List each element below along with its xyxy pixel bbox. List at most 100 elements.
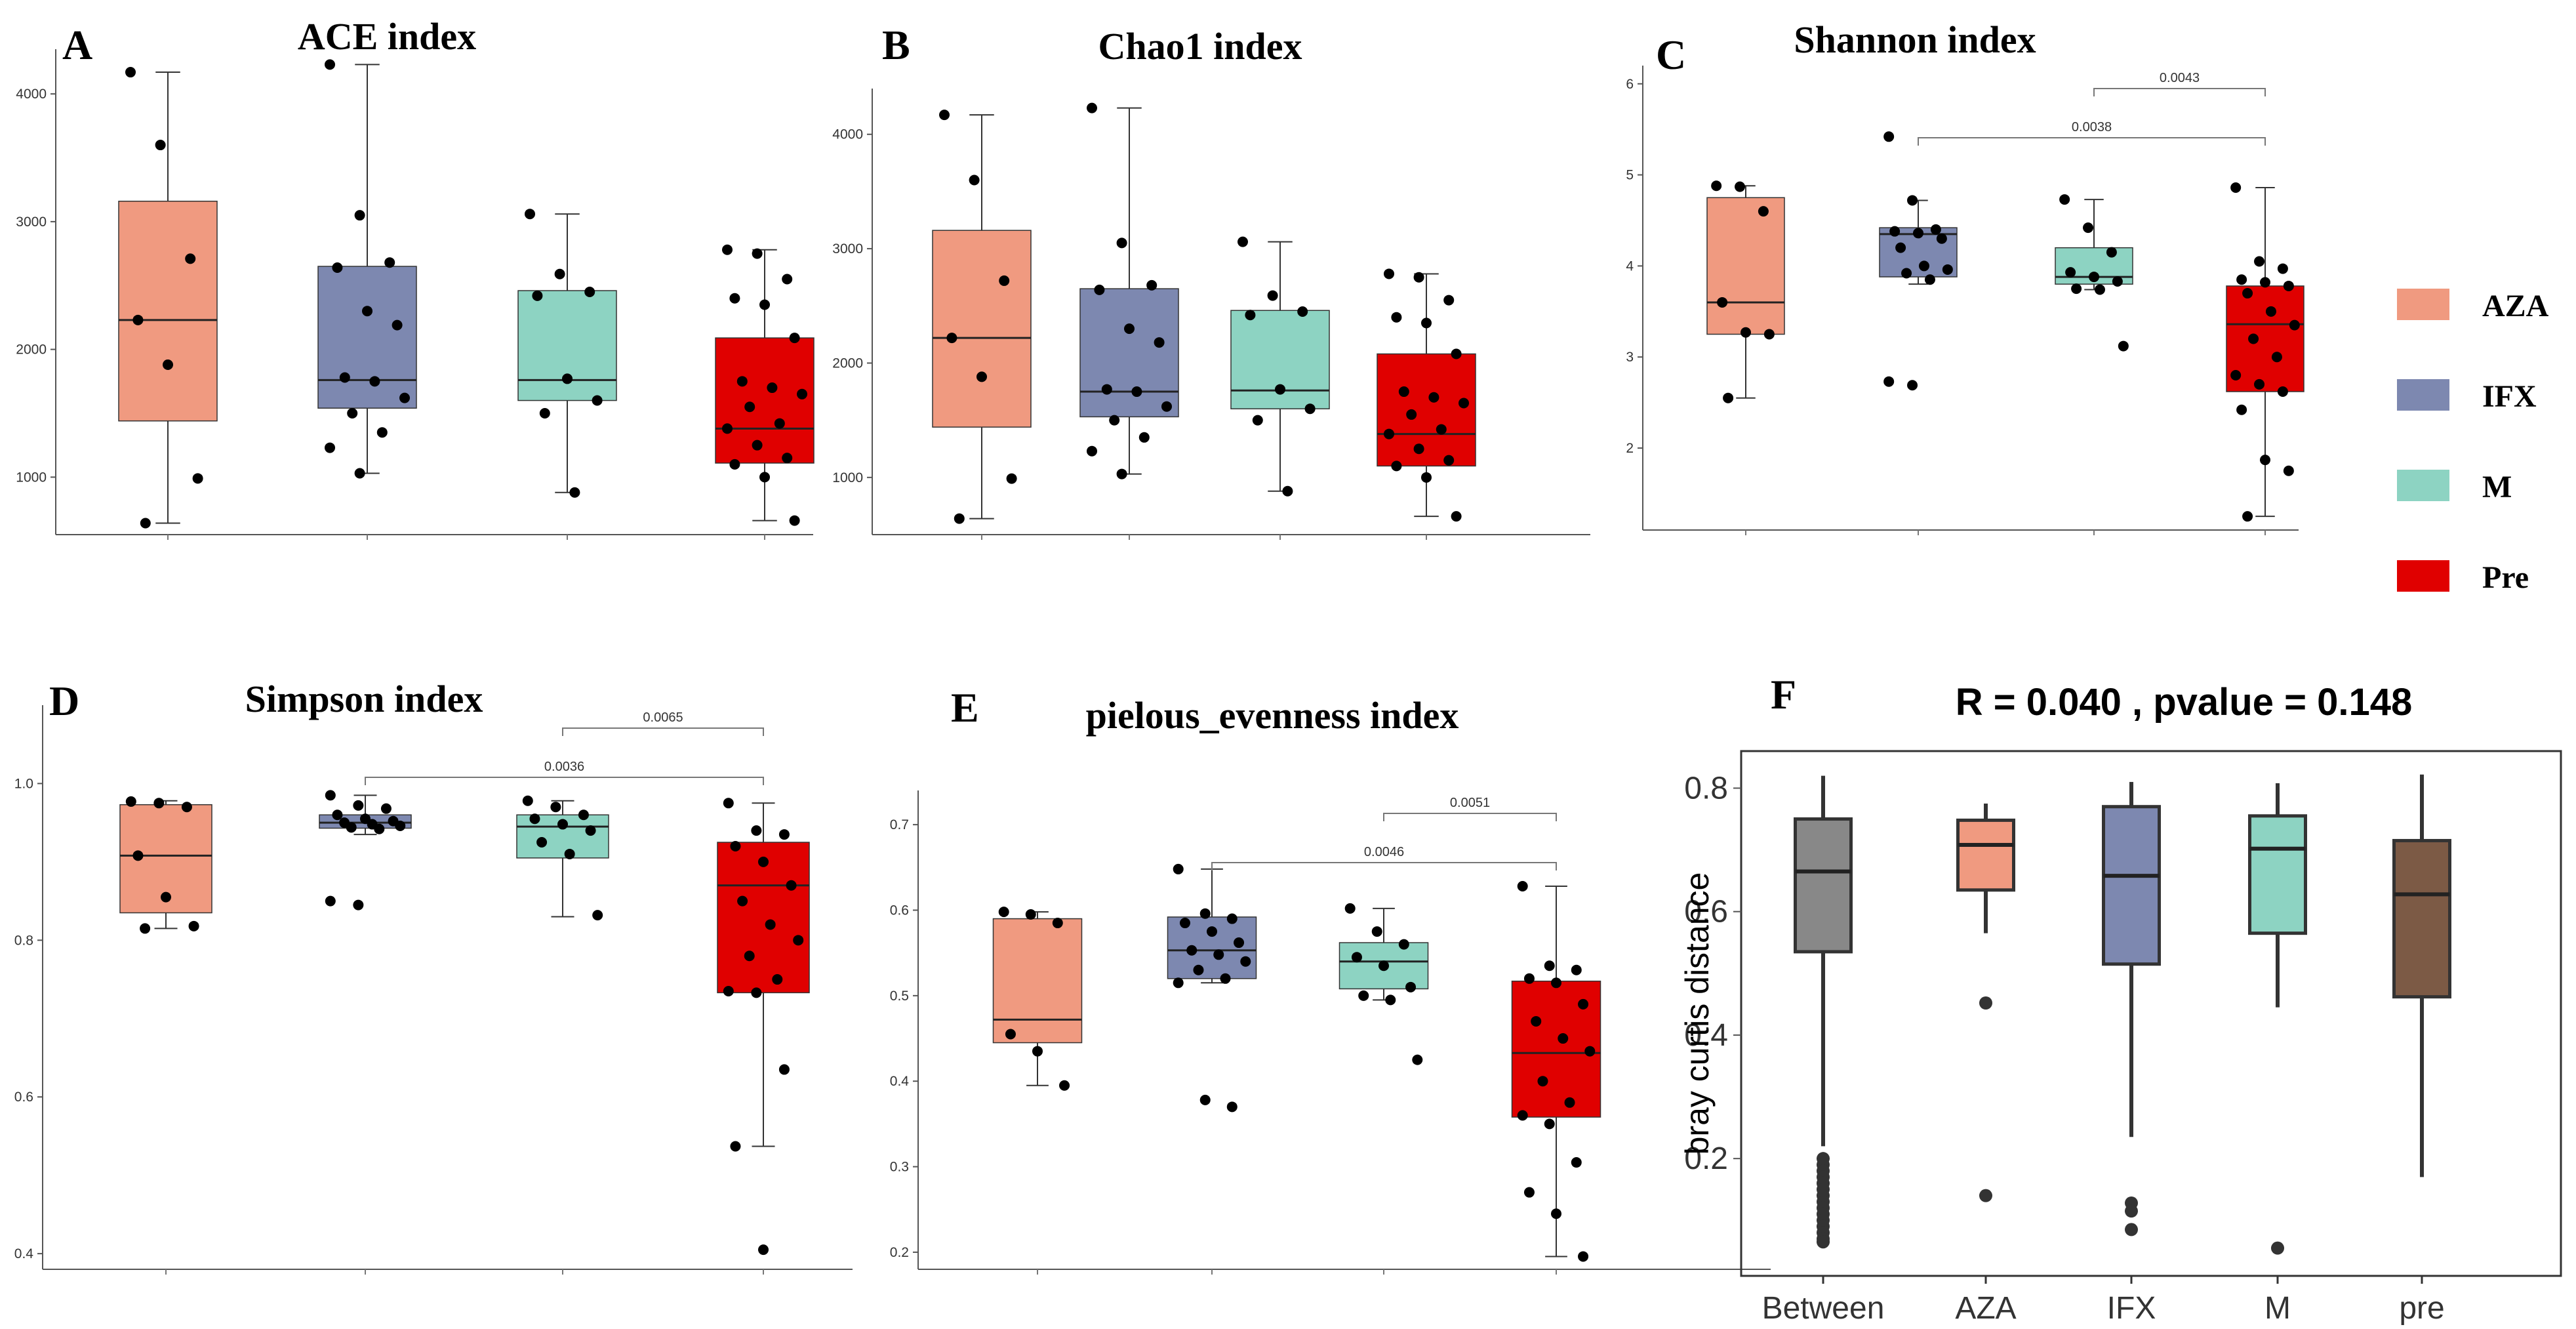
outlier-point	[2271, 1241, 2284, 1255]
data-point	[1459, 398, 1469, 409]
data-point	[1213, 949, 1224, 960]
data-point	[1883, 131, 1895, 142]
data-point	[1131, 386, 1142, 398]
y-tick-label: 4000	[832, 127, 863, 142]
box-ifx	[317, 266, 417, 409]
data-point	[1537, 1076, 1548, 1087]
data-point	[1398, 386, 1409, 398]
data-point	[969, 174, 980, 186]
data-point	[353, 800, 364, 811]
data-point	[1551, 977, 1561, 989]
data-point	[185, 253, 196, 264]
data-point	[1558, 1033, 1569, 1044]
data-point	[772, 974, 783, 985]
panel-title: pielous_evenness index	[1086, 694, 1459, 737]
data-point	[332, 262, 343, 273]
data-point	[1240, 956, 1251, 967]
legend-swatch-pre	[2397, 560, 2449, 592]
data-point	[188, 920, 199, 931]
data-point	[954, 513, 965, 524]
data-point	[140, 518, 151, 529]
legend: AZA IFX M Pre	[2397, 289, 2549, 595]
x-tick-label: IFX	[2107, 1291, 2156, 1326]
data-point	[793, 935, 804, 946]
data-point	[789, 333, 800, 344]
box-pre	[715, 337, 815, 464]
data-point	[362, 306, 372, 317]
panel-title: ACE index	[298, 15, 476, 58]
p-value-label: 0.0036	[544, 760, 584, 774]
data-point	[1087, 102, 1097, 113]
data-point	[1358, 990, 1369, 1001]
plot-frame	[1740, 750, 2562, 1277]
y-tick-label: 0.2	[890, 1245, 909, 1260]
data-point	[1564, 1097, 1575, 1108]
panel-letter: E	[951, 684, 979, 731]
legend-swatch-m	[2397, 470, 2449, 501]
data-point	[1584, 1046, 1596, 1057]
y-tick-label: 2	[1626, 441, 1634, 456]
data-point	[1282, 485, 1293, 497]
data-point	[562, 373, 573, 384]
data-point	[1275, 384, 1285, 395]
data-point	[730, 1141, 741, 1152]
data-point	[557, 819, 568, 830]
data-point	[1907, 380, 1918, 391]
data-point	[939, 110, 950, 121]
data-point	[998, 907, 1009, 918]
panel-b: B Chao1 index 1000 2000 3000 4000	[832, 22, 1590, 540]
box-pre	[717, 842, 810, 994]
data-point	[1059, 1080, 1070, 1091]
data-point	[1571, 964, 1582, 975]
data-point	[2277, 263, 2288, 274]
data-point	[1297, 306, 1308, 317]
data-point	[525, 209, 535, 220]
box-pre	[1377, 353, 1476, 467]
data-point	[1179, 918, 1190, 929]
data-point	[2265, 306, 2276, 317]
data-point	[778, 829, 790, 840]
x-tick-label: pre	[2399, 1291, 2444, 1326]
data-point	[369, 376, 380, 387]
y-tick-label: 0.7	[890, 817, 909, 832]
data-point	[1199, 1094, 1211, 1105]
data-point	[1421, 472, 1432, 483]
data-point	[999, 275, 1010, 286]
data-point	[1379, 960, 1389, 971]
y-axis-label: bray curtis distance	[1679, 872, 1716, 1155]
data-point	[2083, 222, 2094, 234]
data-point	[1523, 973, 1535, 984]
data-point	[782, 274, 793, 285]
data-point	[1735, 181, 1746, 192]
data-point	[1116, 237, 1127, 249]
data-point	[2260, 455, 2270, 466]
data-point	[380, 803, 392, 814]
data-point	[1517, 1110, 1528, 1121]
data-point	[1384, 268, 1394, 279]
data-point	[325, 59, 335, 70]
data-point	[399, 392, 410, 403]
data-point	[2236, 274, 2247, 285]
data-point	[1226, 1101, 1238, 1113]
legend-label: AZA	[2482, 289, 2549, 323]
data-point	[2230, 182, 2242, 194]
box-m	[2248, 814, 2307, 935]
data-point	[767, 382, 778, 394]
data-point	[536, 837, 548, 848]
data-point	[1138, 432, 1150, 443]
data-point	[1385, 994, 1396, 1006]
data-point	[1717, 296, 1728, 308]
data-point	[578, 809, 589, 821]
data-point	[354, 210, 365, 221]
p-value-label: 0.0065	[643, 710, 683, 725]
data-point	[153, 798, 165, 809]
data-point	[522, 795, 533, 806]
data-point	[778, 1064, 790, 1075]
data-point	[1405, 981, 1417, 992]
data-point	[140, 923, 151, 934]
y-tick-label: 0.8	[1684, 771, 1728, 806]
p-value-label: 0.0038	[2072, 120, 2112, 134]
data-point	[1186, 945, 1197, 956]
box-pre	[2392, 838, 2451, 999]
